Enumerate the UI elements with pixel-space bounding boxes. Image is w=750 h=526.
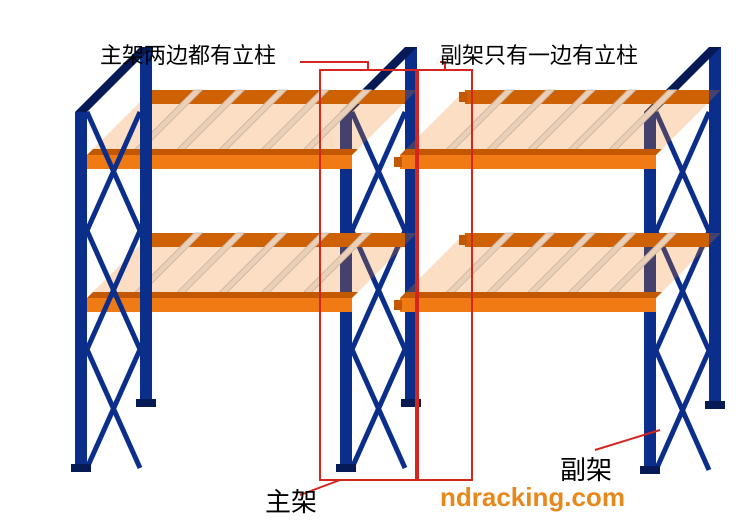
diagram-stage: 主架两边都有立柱 副架只有一边有立柱 主架 副架 ndracking.com: [0, 0, 750, 526]
aux-beam-connector-back: [459, 235, 467, 245]
main-left-upright-foot-back: [136, 399, 156, 407]
main-left-upright-back-post: [140, 47, 152, 403]
aux-shelf-1-front-beam: [400, 298, 656, 312]
aux-beam-connector: [394, 157, 402, 167]
main-shelf-1-front-beam-top: [87, 292, 358, 298]
main-shelf-0-front-beam: [87, 155, 352, 169]
main-left-upright-front-post: [75, 112, 87, 468]
aux-beam-connector-back: [459, 92, 467, 102]
watermark-text: ndracking.com: [440, 482, 625, 513]
main-shelf-1-front-beam: [87, 298, 352, 312]
annotation-main-both-posts: 主架两边都有立柱: [100, 38, 276, 70]
leader-main: [300, 62, 368, 70]
aux-beam-connector: [394, 300, 402, 310]
label-main-rack: 主架: [265, 482, 317, 519]
main-left-upright-foot: [71, 464, 91, 472]
aux-right-upright-back-post: [709, 47, 721, 405]
aux-right-upright-foot: [640, 466, 660, 474]
aux-shelf-0-front-beam: [400, 155, 656, 169]
aux-shelf-0-front-beam-top: [400, 149, 662, 155]
aux-shelf-1-front-beam-top: [400, 292, 662, 298]
aux-shelf-1-deck: [400, 233, 721, 298]
main-right-upright-foot: [336, 464, 356, 472]
main-shelf-0-front-beam-top: [87, 149, 358, 155]
aux-right-upright-foot-back: [705, 401, 725, 409]
annotation-aux-one-post: 副架只有一边有立柱: [440, 38, 638, 70]
rack-diagram-svg: [0, 0, 750, 526]
